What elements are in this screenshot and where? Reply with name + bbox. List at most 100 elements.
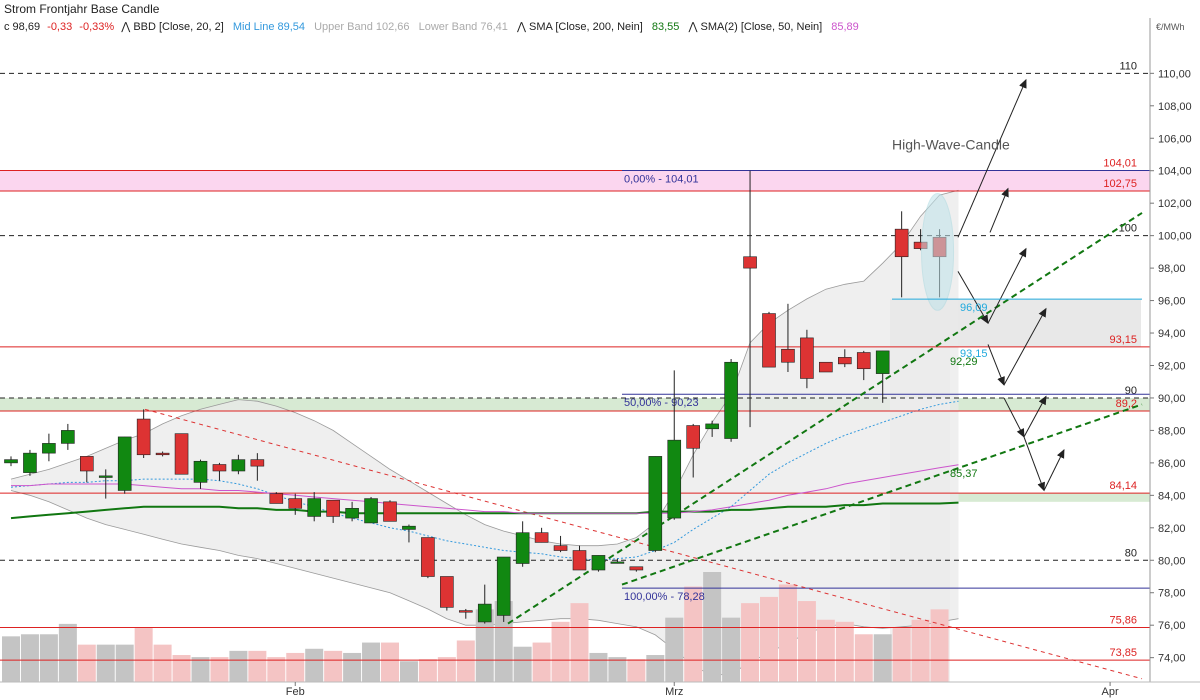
volume-bar [892,628,911,682]
volume-bar [835,621,854,682]
candle-body [42,443,56,454]
resistance-label: 104,01 [1103,158,1137,170]
volume-bar [248,650,267,682]
y-tick-label: 76,00 [1158,620,1186,632]
candle-body [23,452,37,473]
volume-bar [532,642,551,682]
fib-label: 0,00% - 104,01 [624,174,699,186]
zone-green-1 [0,397,1150,411]
arrow-down-3 [1003,397,1025,438]
y-tick-label: 86,00 [1158,458,1186,470]
candle-body [4,459,18,464]
arrow-down-4 [1023,436,1045,492]
candle-body [458,610,473,613]
arrow-down-2 [987,344,1005,386]
volume-bar [684,586,703,682]
arrow-up-4 [1043,448,1065,491]
x-tick-label: Apr [1102,686,1119,698]
candles [4,170,947,624]
candle-body [307,498,322,517]
candle-body [648,456,663,551]
resistance-label: 102,75 [1103,178,1137,190]
candle-body [117,436,132,491]
legend-sma200-value: 83,55 [652,21,680,33]
candle [117,436,132,494]
trend-lines [144,212,1143,680]
volume-bar [873,634,892,682]
legend-sma50-icon: ⋀ [687,21,698,33]
y-tick-label: 78,00 [1158,588,1186,600]
horizontal-levels: 104,01 102,75 93,15 89,2 84,14 75,86 73,85 110 1… [0,60,1150,661]
annot-96-09: 96,09 [960,302,988,314]
trend-line-green-shallow [621,403,1143,586]
candle [724,359,738,442]
candle [629,566,644,572]
time-axis: Feb Mrz Apr [0,681,1200,698]
candle [762,311,776,368]
candle-body [534,532,549,543]
candle [477,584,492,624]
candle [269,492,284,504]
candle [610,558,625,564]
unit-label: €/MWh [1156,22,1185,32]
round-level-label: 90 [1125,385,1137,397]
candle [212,462,227,481]
volume-bar [778,584,797,682]
legend-sma50-value: 85,89 [831,21,859,33]
y-tick-label: 106,00 [1158,133,1192,145]
candle [345,501,359,522]
round-level-label: 110 [1119,60,1137,72]
candle [743,170,757,428]
candle-body [781,348,795,363]
volume-bar [362,642,381,682]
volume-bar [608,657,627,682]
candle-body [440,576,454,608]
volume-bar [381,642,399,682]
candle-body [591,555,606,571]
candle [4,456,18,467]
volume-bar [20,634,39,682]
legend-bbd-icon: ⋀ [120,21,131,33]
volume-bar [456,640,475,682]
volume-bar [2,636,20,682]
volume-bar [210,657,229,682]
legend-bar: Strom Frontjahr Base Candle c 98,69 -0,3… [4,2,1185,33]
y-tick-label: 80,00 [1158,555,1186,567]
candle [231,454,246,475]
candle-body [837,357,852,365]
volume-bar [551,621,570,682]
legend-last: c 98,69 [4,21,40,33]
volume-bar [58,623,77,682]
candle-body [856,352,871,370]
y-tick-label: 88,00 [1158,425,1186,437]
candle [421,537,435,579]
candle-body [686,425,701,449]
volume-bar [930,609,949,682]
candle-body [743,256,757,269]
candle-body [421,537,435,577]
volume-bar [513,646,532,682]
high-wave-label: High-Wave-Candle [892,137,1010,153]
y-tick-label: 94,00 [1158,328,1186,340]
candle [98,469,113,499]
candle-body [231,459,246,472]
candle [819,361,833,373]
volume-bar [854,634,873,682]
candle-body [136,418,151,456]
candle [80,456,94,483]
sma200-line [10,501,959,520]
x-tick-label: Mrz [665,686,683,698]
y-tick-label: 90,00 [1158,393,1186,405]
candle-body [155,452,170,456]
volume-bar [816,619,835,682]
volume-bar [39,634,58,682]
volume-bar [153,644,172,682]
volume-bar [494,601,513,682]
candle-body [610,561,625,564]
candle [648,456,663,553]
candle-body [250,459,265,467]
candle-body [80,456,94,472]
y-tick-label: 100,00 [1158,231,1192,243]
